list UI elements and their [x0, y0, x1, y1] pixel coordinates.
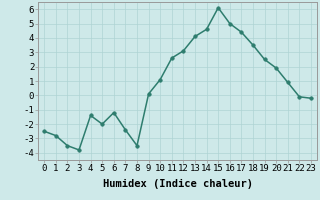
X-axis label: Humidex (Indice chaleur): Humidex (Indice chaleur): [103, 179, 252, 189]
